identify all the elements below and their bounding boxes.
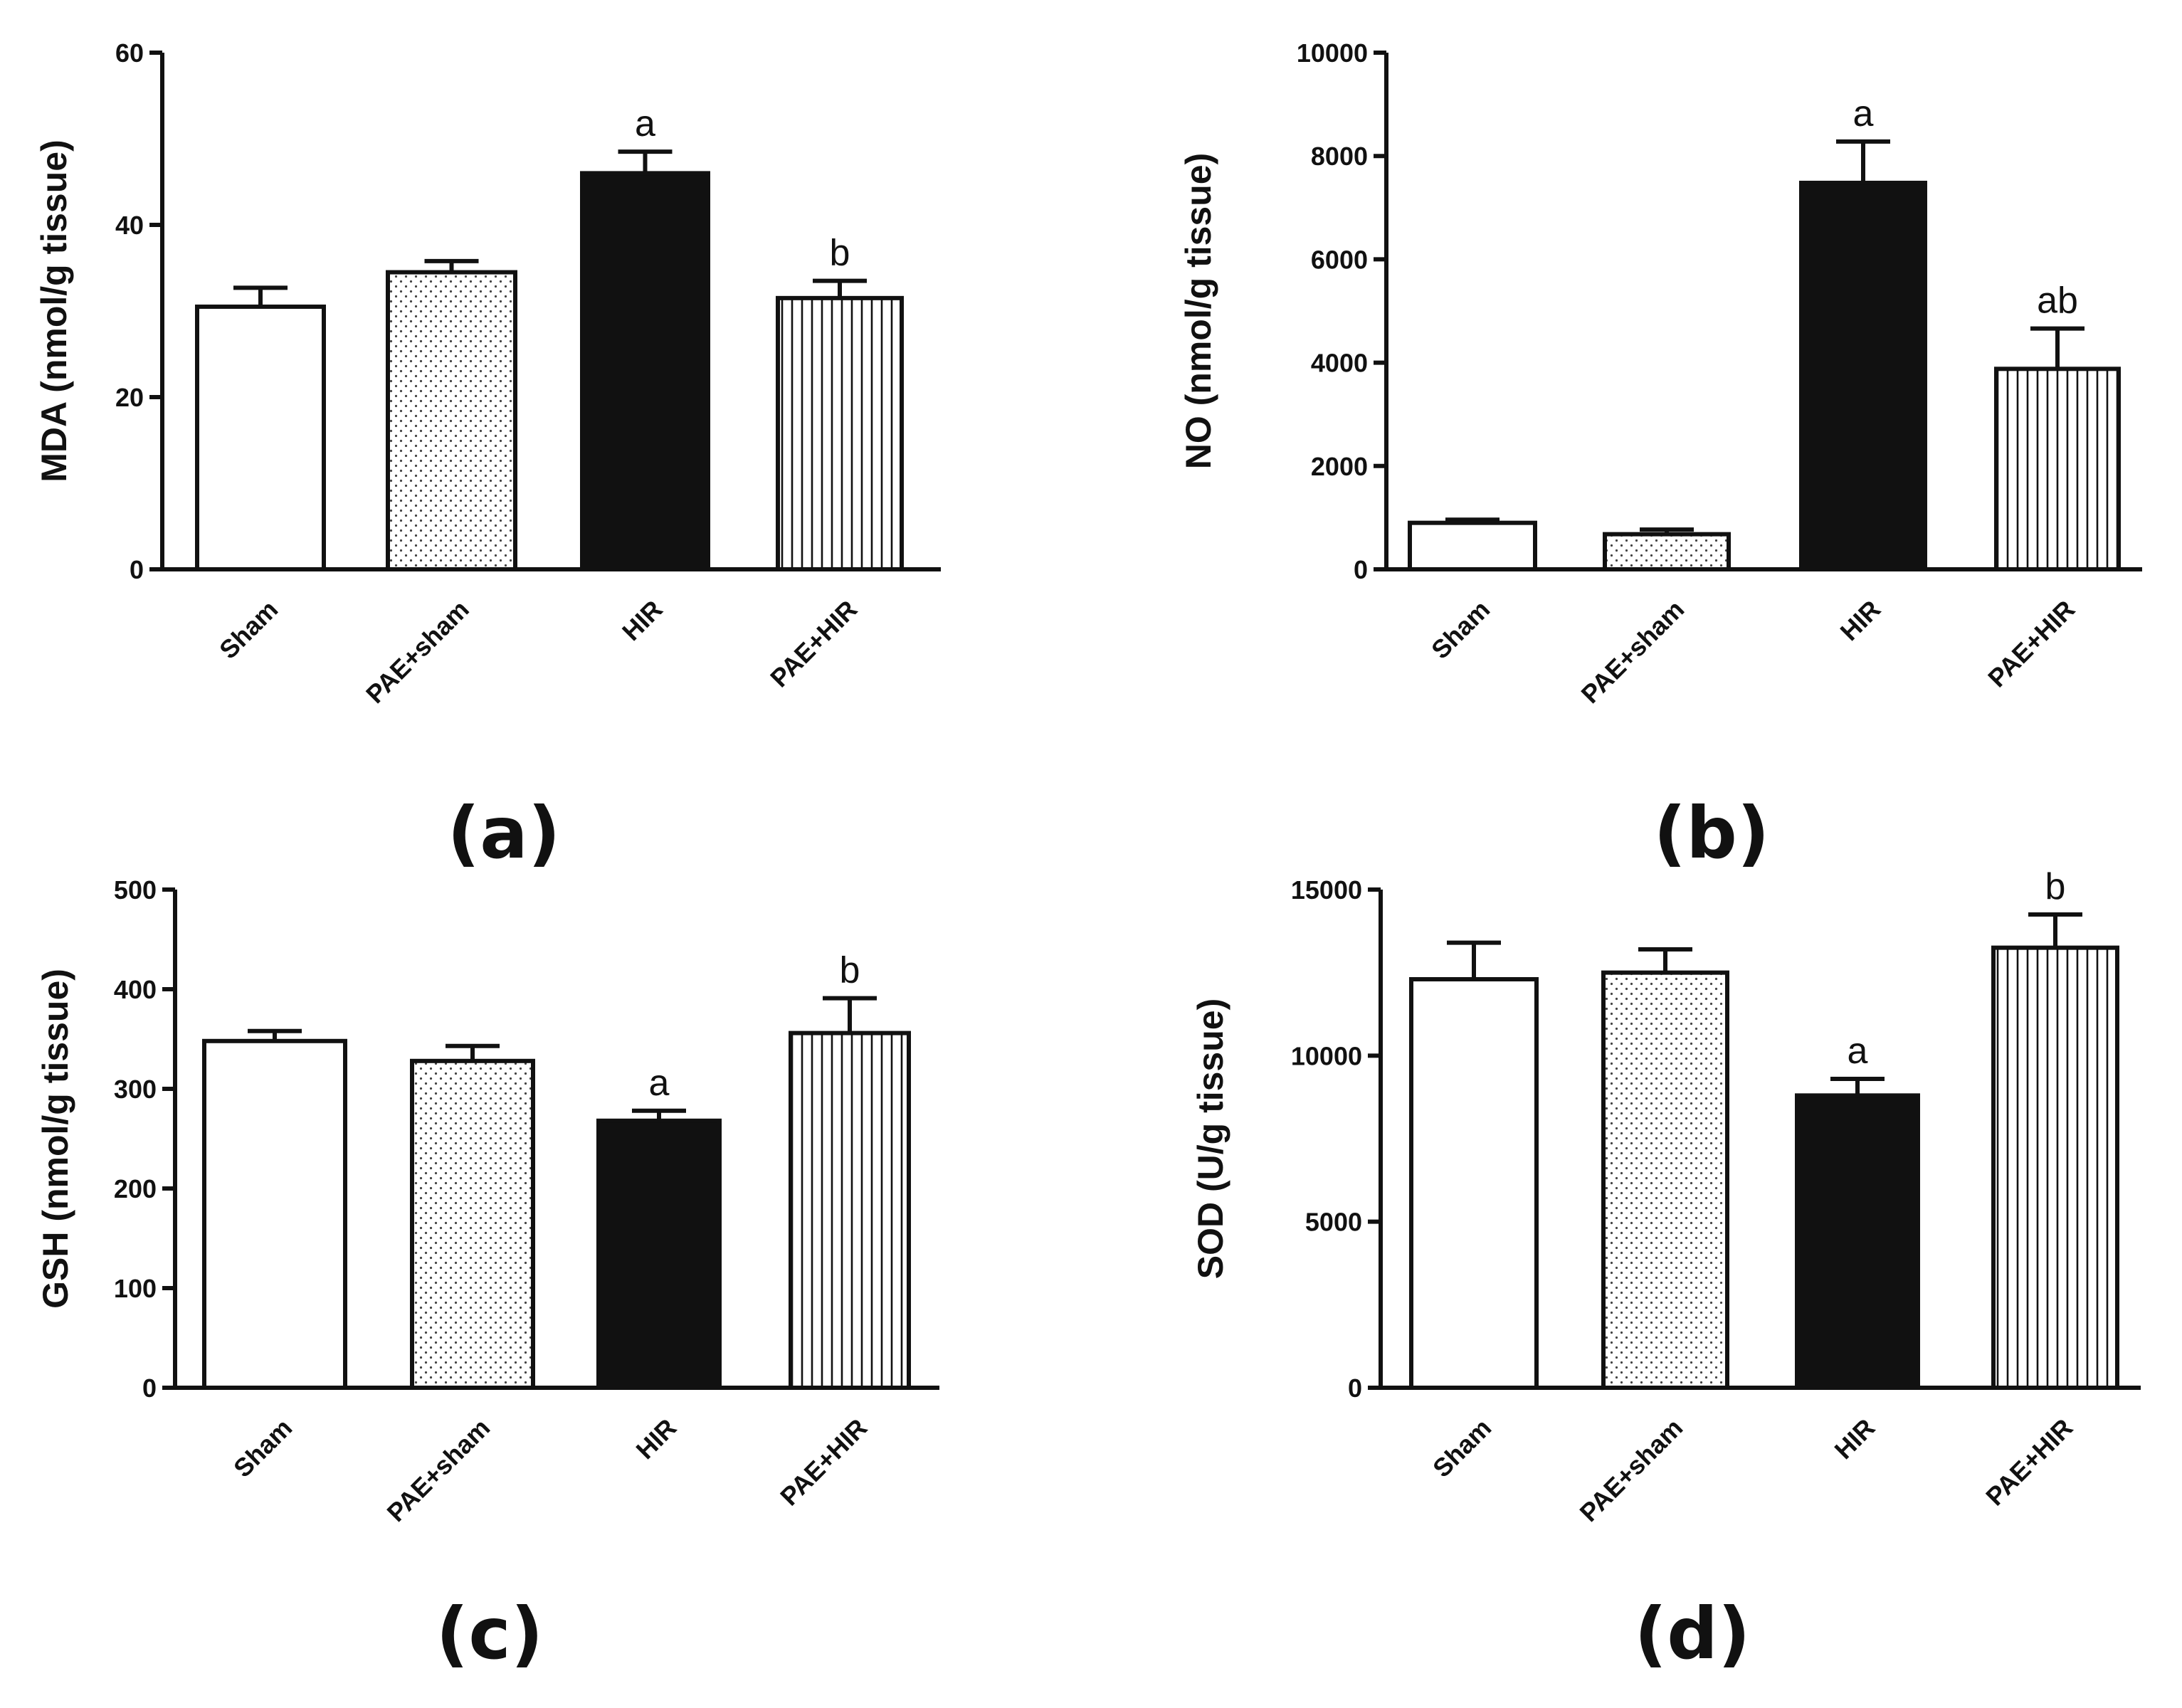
bar-sham xyxy=(1408,520,1537,571)
y-tick-label: 400 xyxy=(114,975,157,1004)
x-tick-label: HIR xyxy=(1834,594,1886,646)
significance-label: b xyxy=(830,233,850,274)
bar-hir xyxy=(596,1118,722,1391)
y-tick-label: 500 xyxy=(114,875,157,905)
bar-pae-sham xyxy=(410,1058,535,1391)
bar-sham xyxy=(195,304,326,571)
significance-label: a xyxy=(1853,93,1874,135)
y-tick-label: 6000 xyxy=(1311,245,1368,274)
x-tick-label: Sham xyxy=(214,594,283,664)
significance-label: a xyxy=(649,1063,670,1104)
x-tick-label: PAE+HIR xyxy=(764,594,863,692)
significance-label: ab xyxy=(2037,280,2078,322)
y-tick-label: 8000 xyxy=(1311,142,1368,171)
x-tick-label: PAE+HIR xyxy=(1980,1413,2078,1511)
y-tick-label: 4000 xyxy=(1311,349,1368,378)
y-tick-label: 60 xyxy=(115,38,144,68)
bar-pae-sham xyxy=(1601,970,1729,1390)
chart-panel-a: 0 20 40 60 MDA (nmol/g tissue) Sham PAE+sham a H… xyxy=(34,38,941,875)
x-tick-label: PAE+HIR xyxy=(1982,594,2080,692)
bar-sham xyxy=(202,1038,347,1391)
significance-label: b xyxy=(2045,866,2066,907)
y-tick-label: 0 xyxy=(1354,555,1368,584)
y-axis-title: SOD (U/g tissue) xyxy=(1191,998,1230,1279)
x-tick-label: HIR xyxy=(630,1413,682,1465)
bar-pae-hir xyxy=(1991,945,2119,1390)
significance-label: a xyxy=(635,103,655,144)
y-tick-label: 2000 xyxy=(1311,452,1368,481)
y-tick-label: 10000 xyxy=(1291,1041,1362,1070)
bar-hir xyxy=(1795,1093,1920,1391)
bar-pae-hir xyxy=(776,295,904,571)
significance-label: a xyxy=(1848,1030,1868,1072)
bar-pae-sham xyxy=(386,270,517,571)
x-tick-label: Sham xyxy=(1425,594,1495,664)
panel-label: (b) xyxy=(1654,791,1770,875)
x-tick-label: PAE+HIR xyxy=(774,1413,873,1511)
y-axis-title: NO (nmol/g tissue) xyxy=(1179,153,1218,469)
y-tick-label: 300 xyxy=(114,1075,157,1104)
x-tick-label: PAE+sham xyxy=(360,594,475,709)
bar-pae-hir xyxy=(1994,367,2121,571)
x-tick-label: HIR xyxy=(616,594,668,646)
y-tick-label: 200 xyxy=(114,1174,157,1203)
y-tick-label: 5000 xyxy=(1305,1208,1362,1237)
panels: 0 20 40 60 MDA (nmol/g tissue) Sham PAE+sham a H… xyxy=(34,38,2142,1675)
significance-label: b xyxy=(840,950,860,991)
y-tick-label: 0 xyxy=(130,555,144,584)
x-tick-label: HIR xyxy=(1828,1413,1880,1465)
y-tick-label: 10000 xyxy=(1297,38,1368,68)
x-tick-label: Sham xyxy=(228,1413,297,1482)
y-axis-title: GSH (nmol/g tissue) xyxy=(36,969,75,1309)
x-tick-label: PAE+sham xyxy=(1576,594,1690,709)
y-tick-label: 0 xyxy=(142,1374,157,1403)
x-tick-label: Sham xyxy=(1427,1413,1497,1482)
y-axis-title: MDA (nmol/g tissue) xyxy=(34,139,74,482)
y-tick-label: 100 xyxy=(114,1274,157,1303)
bar-pae-hir xyxy=(789,1030,911,1390)
chart-panel-d: 0 5000 10000 15000 SOD (U/g tissue) Sham PAE+s… xyxy=(1191,866,2141,1675)
panel-label: (a) xyxy=(448,791,561,875)
y-tick-label: 40 xyxy=(115,211,144,240)
x-tick-label: PAE+sham xyxy=(381,1413,496,1527)
chart-panel-c: 0 100 200 300 400 500 GSH (nmol/g tissue) Sham P… xyxy=(36,875,939,1675)
y-tick-label: 0 xyxy=(1348,1374,1362,1403)
bar-hir xyxy=(1799,180,1927,571)
panel-label: (d) xyxy=(1635,1592,1751,1675)
panel-label: (c) xyxy=(436,1592,544,1675)
x-tick-label: PAE+sham xyxy=(1574,1413,1689,1527)
bar-sham xyxy=(1409,977,1539,1390)
bar-hir xyxy=(580,171,710,571)
chart-panel-b: 0 2000 4000 6000 8000 10000 NO (nmol/g tissue)… xyxy=(1179,38,2142,875)
y-tick-label: 20 xyxy=(115,383,144,412)
bar-pae-sham xyxy=(1603,532,1731,572)
y-tick-label: 15000 xyxy=(1291,875,1362,905)
